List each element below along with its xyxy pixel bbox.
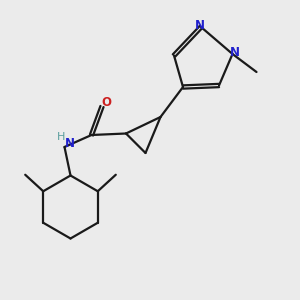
Text: N: N xyxy=(230,46,240,59)
Text: N: N xyxy=(65,137,75,150)
Text: O: O xyxy=(101,96,112,110)
Text: H: H xyxy=(57,132,65,142)
Text: N: N xyxy=(194,19,205,32)
